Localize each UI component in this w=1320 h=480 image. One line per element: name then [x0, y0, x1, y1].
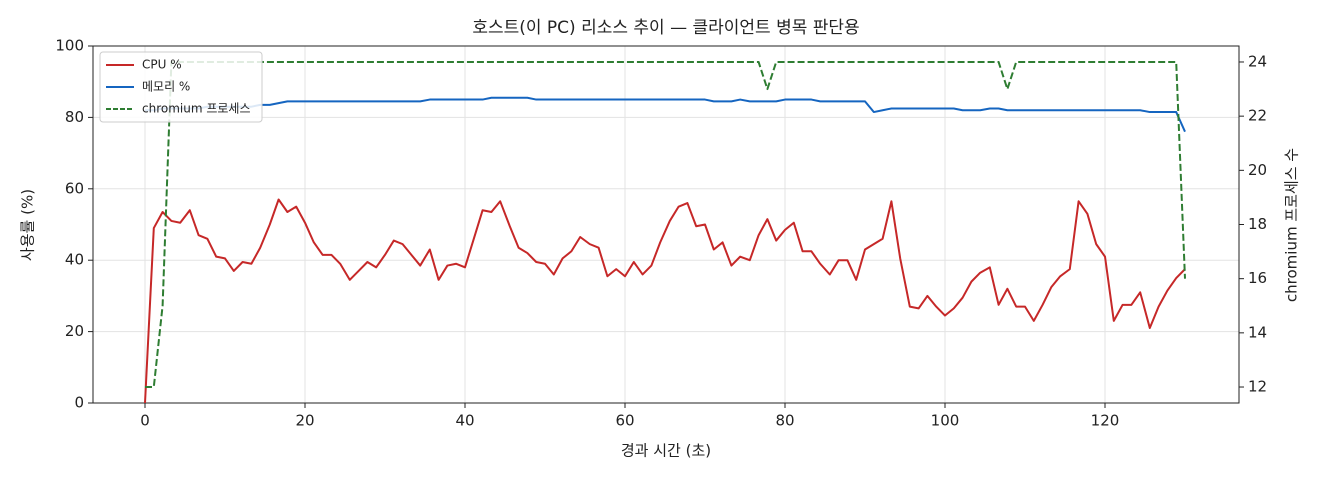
- y-axis-label: 사용률 (%): [19, 189, 37, 261]
- y2-tick-label: 16: [1248, 269, 1267, 287]
- y-tick-label: 100: [55, 37, 84, 55]
- y2-axis-label: chromium 프로세스 수: [1283, 148, 1301, 302]
- y-tick-label: 60: [65, 179, 84, 197]
- legend-box: [99, 51, 263, 123]
- x-tick-label: 20: [295, 412, 314, 430]
- series-line: [144, 198, 1186, 404]
- plot-frame: [92, 45, 1240, 404]
- x-tick-label: 100: [931, 412, 960, 430]
- y2-tick-label: 22: [1248, 107, 1267, 125]
- y2-tick-label: 14: [1248, 323, 1267, 341]
- y-tick-label: 40: [65, 251, 84, 269]
- x-tick-label: 120: [1091, 412, 1120, 430]
- chart-title: 호스트(이 PC) 리소스 추이 — 클라이언트 병목 판단용: [472, 18, 859, 38]
- series-line: [145, 96, 1186, 133]
- legend-label: CPU %: [142, 58, 182, 72]
- y-tick-label: 20: [65, 322, 84, 340]
- legend-label: 메모리 %: [142, 80, 190, 94]
- y2-tick-label: 18: [1248, 215, 1267, 233]
- y-tick-label: 0: [74, 394, 84, 412]
- y2-tick-label: 24: [1248, 52, 1267, 70]
- y2-tick-label: 20: [1248, 161, 1267, 179]
- legend-label: chromium 프로세스: [142, 102, 251, 116]
- x-tick-label: 40: [455, 412, 474, 430]
- x-tick-label: 60: [615, 412, 634, 430]
- series-line: [145, 60, 1186, 389]
- x-tick-label: 80: [775, 412, 794, 430]
- x-tick-label: 0: [140, 412, 150, 430]
- y2-tick-label: 12: [1248, 378, 1267, 396]
- x-axis-label: 경과 시간 (초): [621, 442, 711, 460]
- y-tick-label: 80: [65, 108, 84, 126]
